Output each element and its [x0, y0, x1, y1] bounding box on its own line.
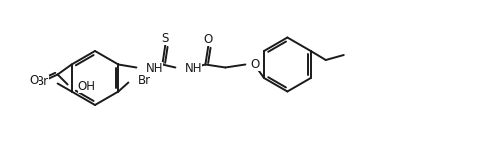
- Text: NH: NH: [145, 62, 163, 75]
- Text: Br: Br: [137, 74, 150, 87]
- Text: NH: NH: [185, 62, 202, 75]
- Text: OH: OH: [77, 80, 96, 93]
- Text: O: O: [250, 58, 260, 71]
- Text: O: O: [29, 74, 39, 87]
- Text: Br: Br: [36, 75, 49, 88]
- Text: S: S: [161, 32, 169, 45]
- Text: O: O: [204, 33, 213, 46]
